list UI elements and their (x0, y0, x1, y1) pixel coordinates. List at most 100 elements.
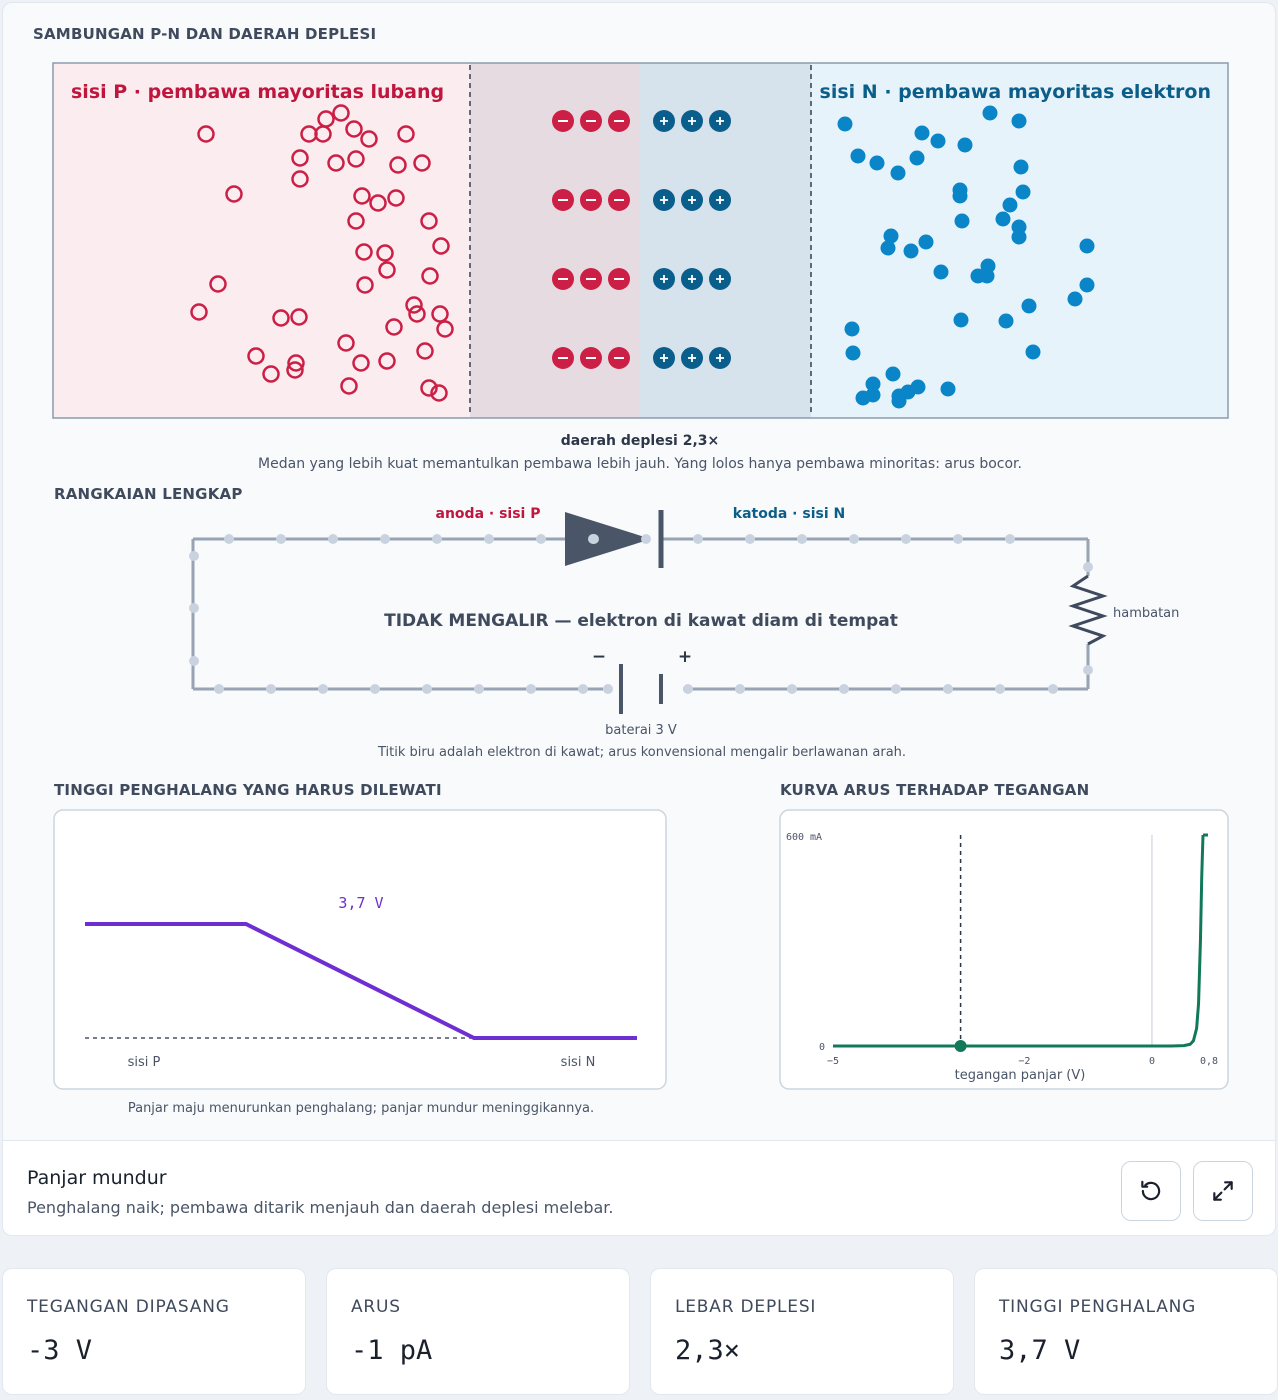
electron-carrier (837, 116, 853, 132)
hole-carrier (287, 354, 305, 372)
wire-electron (797, 534, 807, 544)
electron-carrier (1079, 277, 1095, 293)
hole-carrier (347, 212, 365, 230)
hole-carrier (397, 125, 415, 143)
wire-electron (683, 684, 693, 694)
n-side-label: sisi N · pembawa mayoritas elektron (820, 81, 1211, 103)
wire-electron (849, 534, 859, 544)
electron-carrier (844, 321, 860, 337)
wire-electron (484, 534, 494, 544)
wire-electrons-group (189, 534, 1093, 694)
wire-electron (1083, 562, 1093, 572)
electron-carrier (1002, 197, 1018, 213)
electron-carrier (883, 228, 899, 244)
wire-electron (536, 534, 546, 544)
hole-carrier (327, 154, 345, 172)
iv-x-tick: 0,8 (1200, 1056, 1218, 1067)
iv-axes (959, 835, 1153, 1046)
hole-carrier (360, 130, 378, 148)
wire-electron (474, 684, 484, 694)
holes-group (190, 104, 454, 402)
wire-electron (189, 551, 199, 561)
simulation-card: SAMBUNGAN P-N DAN DAERAH DEPLESI sisi P … (2, 2, 1276, 1236)
wire-electron (328, 534, 338, 544)
hole-carrier (416, 342, 434, 360)
junction-border (52, 62, 1229, 419)
iv-x-tick: −2 (1018, 1056, 1030, 1067)
stat-label: LEBAR DEPLESI (675, 1297, 817, 1317)
resistor-label: hambatan (1113, 606, 1179, 621)
wire-electron (603, 684, 613, 694)
electron-carrier (865, 387, 881, 403)
wire-electron (901, 534, 911, 544)
electron-carrier (850, 148, 866, 164)
barrier-profile-line (85, 922, 637, 1040)
wire-electron (578, 684, 588, 694)
hole-carrier (355, 243, 373, 261)
hole-carrier (247, 347, 265, 365)
hole-carrier (432, 237, 450, 255)
fullscreen-button[interactable] (1193, 1161, 1253, 1221)
expand-icon (1213, 1181, 1233, 1201)
electron-carrier (957, 137, 973, 153)
electron-carrier (880, 240, 896, 256)
wire-electron (1005, 534, 1015, 544)
hole-carrier (369, 194, 387, 212)
iv-x-axis-label: tegangan panjar (V) (955, 1068, 1086, 1083)
hole-carrier (190, 303, 208, 321)
electron-carrier (1021, 298, 1037, 314)
hole-carrier (413, 154, 431, 172)
electron-carrier (1025, 344, 1041, 360)
iv-operating-point (954, 1040, 967, 1052)
wire-electron (380, 534, 390, 544)
barrier-n-side-label: sisi N (561, 1055, 596, 1070)
electron-carrier (891, 393, 907, 409)
electron-carrier (998, 313, 1014, 329)
diode-icon (565, 512, 651, 566)
wire-electron (839, 684, 849, 694)
iv-curve-chart: 600 mA 0 −5 −2 0 0,8 tegangan panjar (V) (779, 809, 1229, 1090)
wire-electron (641, 534, 651, 544)
pn-section-title: SAMBUNGAN P-N DAN DAERAH DEPLESI (33, 25, 377, 43)
stat-value: 2,3× (675, 1335, 741, 1366)
mode-title: Panjar mundur (27, 1167, 167, 1189)
hole-carrier (389, 156, 407, 174)
hole-carrier (290, 308, 308, 326)
stat-barrier-height: TINGGI PENGHALANG 3,7 V (974, 1268, 1278, 1395)
mode-footer: Panjar mundur Penghalang naik; pembawa d… (3, 1140, 1275, 1235)
hole-carrier (347, 150, 365, 168)
hole-carrier (421, 267, 439, 285)
barrier-p-side-label: sisi P (128, 1055, 161, 1070)
stat-value: -3 V (27, 1335, 93, 1366)
hole-carrier (272, 309, 290, 327)
hole-carrier (337, 334, 355, 352)
hole-carrier (340, 377, 358, 395)
hole-carrier (291, 149, 309, 167)
hole-carrier (353, 187, 371, 205)
reset-button[interactable] (1121, 1161, 1181, 1221)
hole-carrier (420, 212, 438, 230)
electron-carrier (930, 133, 946, 149)
wire-electron (1083, 665, 1093, 675)
cathode-label: katoda · sisi N (733, 506, 845, 522)
stat-value: 3,7 V (999, 1335, 1081, 1366)
resistor-icon (1068, 574, 1108, 646)
circuit-status: TIDAK MENGALIR — elektron di kawat diam … (384, 611, 898, 631)
stat-label: TEGANGAN DIPASANG (27, 1297, 230, 1317)
iv-y-zero-label: 0 (819, 1042, 825, 1053)
electron-carrier (869, 155, 885, 171)
electron-carrier (1013, 159, 1029, 175)
electrons-group (837, 105, 1095, 409)
stat-depletion-width: LEBAR DEPLESI 2,3× (650, 1268, 954, 1395)
circuit-caption: Titik biru adalah elektron di kawat; aru… (377, 745, 907, 760)
hole-carrier (431, 305, 449, 323)
p-region (53, 63, 470, 418)
electron-carrier (1011, 113, 1027, 129)
stat-label: ARUS (351, 1297, 401, 1317)
wire-electron (318, 684, 328, 694)
stat-current: ARUS -1 pA (326, 1268, 630, 1395)
hole-carrier (430, 384, 448, 402)
hole-carrier (291, 170, 309, 188)
electron-carrier (940, 381, 956, 397)
barrier-caption: Panjar maju menurunkan penghalang; panja… (127, 1101, 595, 1116)
